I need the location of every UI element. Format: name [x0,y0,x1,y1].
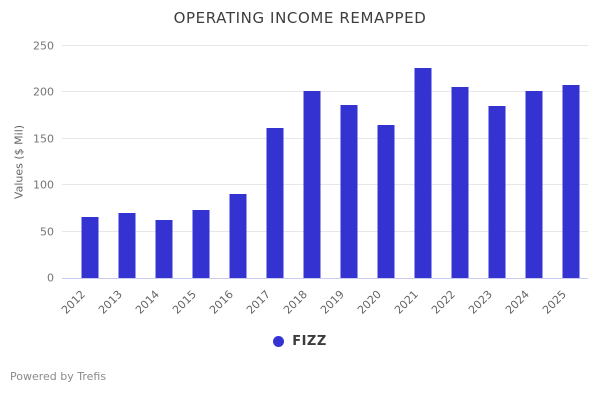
legend: FIZZ [0,334,600,349]
bar-2013[interactable] [118,213,135,278]
x-tick-label: 2013 [95,287,125,317]
x-tick-label: 2025 [539,287,569,317]
bar-2018[interactable] [303,90,320,278]
y-tick-label: 100 [33,178,54,192]
x-tick-label: 2020 [354,287,384,317]
x-tick-label: 2015 [169,287,199,317]
x-tick-label: 2019 [317,287,347,317]
bar-2025[interactable] [562,84,579,278]
powered-by-trefis: Powered by Trefis [10,370,107,383]
bar-2024[interactable] [525,90,542,278]
bar-2012[interactable] [81,216,98,278]
x-tick-label: 2018 [280,287,310,317]
y-axis-title: Values ($ Mil) [12,124,26,200]
x-tick-label: 2016 [206,287,236,317]
x-tick-label: 2023 [465,287,495,317]
x-tick-label: 2024 [502,287,532,317]
legend-marker-icon [273,336,285,347]
x-tick-label: 2017 [243,287,273,317]
gridline [62,91,588,93]
y-tick-label: 150 [33,132,54,146]
x-tick-label: 2012 [58,287,88,317]
y-tick-label: 250 [33,39,54,53]
x-tick-labels: 2012 2013 2014 2015 2016 2017 2018 2019 2020 2021… [59,278,589,322]
y-tick-label: 0 [47,271,54,285]
gridline [62,230,588,232]
bar-2016[interactable] [229,193,246,278]
x-tick-label: 2022 [428,287,458,317]
gridline [62,184,588,186]
chart-title: OPERATING INCOME REMAPPED [173,9,427,27]
bar-2021[interactable] [414,68,431,278]
gridline [62,45,588,46]
plot-area: 0 50 100 150 200 250 2012 2013 2014 2015 2016 2017… [33,40,589,317]
bar-2019[interactable] [340,105,357,278]
bar-2015[interactable] [192,210,209,278]
y-tick-label: 200 [33,85,54,99]
x-tick-label: 2021 [391,287,421,317]
bar-2017[interactable] [266,127,283,278]
y-tick-label: 50 [40,225,54,239]
x-tick-label: 2014 [132,287,162,317]
bar-2022[interactable] [451,86,468,278]
x-axis-line [62,278,588,279]
bar-2014[interactable] [155,220,172,278]
bar-2023[interactable] [488,106,505,278]
legend-label: FIZZ [292,334,327,349]
gridline [62,137,588,139]
bars-layer [71,46,589,278]
bar-2020[interactable] [377,124,394,278]
